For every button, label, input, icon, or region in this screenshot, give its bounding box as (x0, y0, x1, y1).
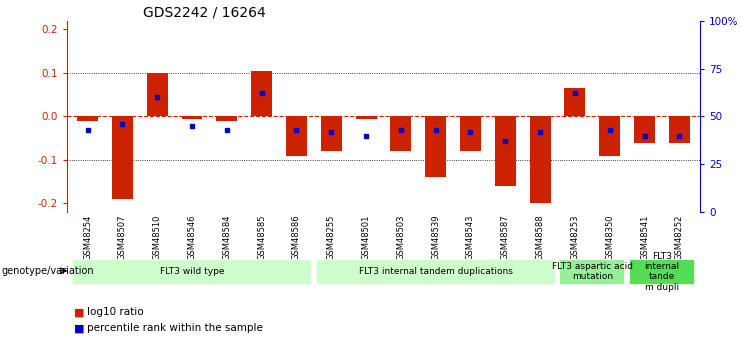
Text: FLT3 aspartic acid
mutation: FLT3 aspartic acid mutation (552, 262, 633, 282)
Text: ■: ■ (74, 324, 84, 333)
Text: GSM48588: GSM48588 (536, 215, 545, 260)
Bar (629, 259, 695, 285)
Bar (251, 71, 272, 117)
Text: ■: ■ (74, 307, 84, 317)
Bar (599, 117, 620, 156)
Text: FLT3 wild type: FLT3 wild type (160, 267, 225, 276)
Bar (425, 117, 446, 177)
Text: GSM48252: GSM48252 (675, 215, 684, 260)
Bar (316, 259, 556, 285)
Text: GSM48510: GSM48510 (153, 215, 162, 260)
Bar (216, 117, 237, 121)
Bar (112, 117, 133, 199)
Bar (72, 259, 312, 285)
Text: GSM48255: GSM48255 (327, 215, 336, 260)
Text: GSM48584: GSM48584 (222, 215, 231, 260)
Text: genotype/variation: genotype/variation (1, 266, 94, 276)
Text: GSM48543: GSM48543 (466, 215, 475, 260)
Text: GSM48539: GSM48539 (431, 215, 440, 260)
Text: GDS2242 / 16264: GDS2242 / 16264 (143, 6, 265, 20)
Text: GSM48253: GSM48253 (571, 215, 579, 260)
Bar (669, 117, 690, 142)
Text: percentile rank within the sample: percentile rank within the sample (87, 324, 263, 333)
Bar (559, 259, 625, 285)
Text: FLT3 internal tandem duplications: FLT3 internal tandem duplications (359, 267, 513, 276)
Text: log10 ratio: log10 ratio (87, 307, 144, 317)
Text: GSM48254: GSM48254 (83, 215, 92, 260)
Text: FLT3
internal
tande
m dupli: FLT3 internal tande m dupli (645, 252, 679, 292)
Text: GSM48350: GSM48350 (605, 215, 614, 260)
Bar (356, 117, 376, 119)
Bar (182, 117, 202, 119)
Text: GSM48587: GSM48587 (501, 215, 510, 260)
Bar (460, 117, 481, 151)
Bar (321, 117, 342, 151)
Bar (495, 117, 516, 186)
Text: GSM48586: GSM48586 (292, 215, 301, 260)
Text: GSM48501: GSM48501 (362, 215, 370, 260)
Bar (634, 117, 655, 142)
Bar (391, 117, 411, 151)
Bar (286, 117, 307, 156)
Text: GSM48585: GSM48585 (257, 215, 266, 260)
Text: GSM48503: GSM48503 (396, 215, 405, 260)
Bar (77, 117, 98, 121)
Text: GSM48507: GSM48507 (118, 215, 127, 260)
Text: GSM48546: GSM48546 (187, 215, 196, 260)
Bar (147, 73, 167, 117)
Text: GSM48541: GSM48541 (640, 215, 649, 260)
Bar (565, 88, 585, 117)
Bar (530, 117, 551, 204)
